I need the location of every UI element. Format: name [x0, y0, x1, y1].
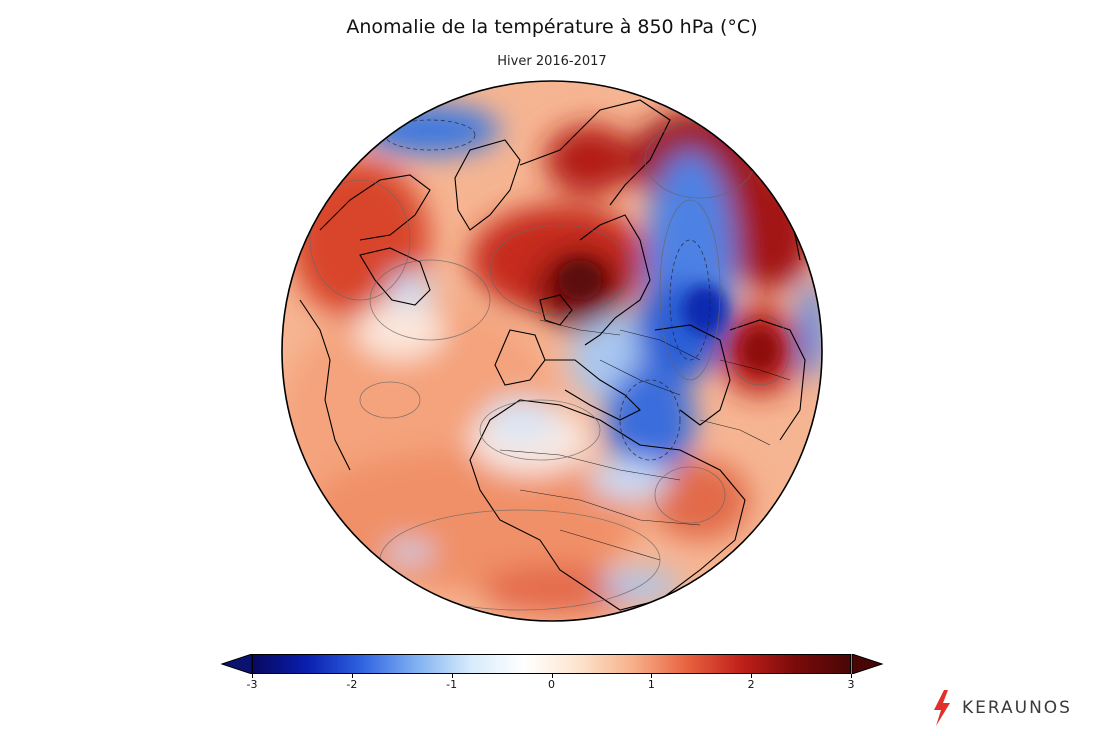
- colorbar-tick-label: -2: [346, 678, 358, 691]
- brand-logo: KERAUNOS: [932, 688, 1097, 728]
- globe-outline: [281, 80, 823, 622]
- chart-subtitle: Hiver 2016-2017: [497, 54, 607, 69]
- colorbar-extend-low-arrow: [221, 654, 253, 674]
- anomaly-field: [282, 81, 822, 621]
- colorbar-tick-mark: [651, 674, 652, 678]
- brand-name: KERAUNOS: [962, 698, 1072, 718]
- chart-title: Anomalie de la température à 850 hPa (°C…: [346, 16, 758, 38]
- coastlines: [299, 99, 806, 611]
- colorbar-tick-label: 3: [847, 678, 855, 691]
- colorbar-tick-mark: [252, 674, 253, 678]
- colorbar-tick-mark: [352, 674, 353, 678]
- colorbar: [252, 654, 851, 674]
- colorbar-tick-labels: -3 -2 -1 0 1 2 3: [0, 678, 1104, 698]
- colorbar-tick-label: 1: [647, 678, 655, 691]
- lightning-bolt-icon: [934, 690, 950, 726]
- colorbar-tick-label: -3: [246, 678, 258, 691]
- colorbar-tick-label: 2: [747, 678, 755, 691]
- colorbar-extend-high-arrow: [851, 654, 883, 674]
- borders: [499, 319, 791, 561]
- colorbar-tick-mark: [751, 674, 752, 678]
- globe-map: [281, 80, 823, 622]
- colorbar-tick-mark: [851, 674, 852, 678]
- colorbar-tick-mark: [452, 674, 453, 678]
- colorbar-tick-label: -1: [446, 678, 458, 691]
- colorbar-tick-mark: [552, 674, 553, 678]
- colorbar-tick-label: 0: [548, 678, 555, 691]
